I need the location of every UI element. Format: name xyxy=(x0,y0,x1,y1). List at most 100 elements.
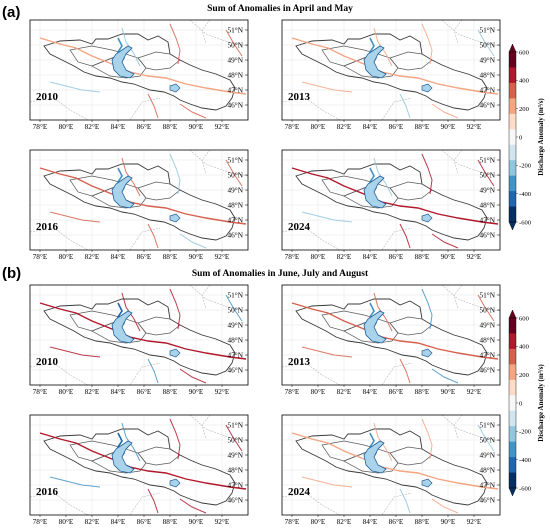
lon-tick-label: 78°E xyxy=(285,252,300,261)
lon-tick-label: 92°E xyxy=(215,517,230,526)
lon-tick-label: 88°E xyxy=(163,252,178,261)
colorbar-label: Discharge Anomaly (m³/s) xyxy=(537,364,545,442)
lon-tick-label: 86°E xyxy=(389,387,404,396)
tributary-river xyxy=(421,23,433,65)
tributary-river xyxy=(477,424,495,452)
lon-tick-label: 82°E xyxy=(337,387,352,396)
lon-tick-label: 86°E xyxy=(137,122,152,131)
border-line xyxy=(441,20,500,47)
lat-tick-label: 47°N xyxy=(480,481,496,490)
lat-tick-label: 50°N xyxy=(480,41,496,50)
border-line xyxy=(381,492,413,515)
lake-small xyxy=(169,478,181,488)
lat-tick-label: 50°N xyxy=(480,436,496,445)
map-frame xyxy=(281,284,501,386)
sub-basin-outline xyxy=(389,316,433,336)
colorbar-tick-label: 600 xyxy=(519,315,530,322)
lat-tick-label: 46°N xyxy=(228,366,244,375)
lon-tick-label: 86°E xyxy=(389,122,404,131)
lake-small xyxy=(421,348,433,358)
tributary-river xyxy=(49,81,101,93)
border-line xyxy=(189,415,248,442)
lat-tick-label: 49°N xyxy=(480,321,496,330)
lat-tick-label: 50°N xyxy=(228,171,244,180)
lat-tick-label: 51°N xyxy=(228,156,244,165)
tributary-river xyxy=(301,476,353,488)
main-river xyxy=(291,167,499,225)
tributary-river xyxy=(301,81,353,93)
tributary-river xyxy=(399,223,411,249)
lon-tick-label: 90°E xyxy=(441,252,456,261)
map-panel-b-2010: 51°N 50°N 49°N 48°N 47°N 46°N 78°E 80°E 82°E 84°E… xyxy=(29,284,249,396)
lake-small xyxy=(421,83,433,93)
tributary-river xyxy=(49,211,101,223)
colorbar-tick-label: 200 xyxy=(519,106,530,113)
lon-tick-label: 84°E xyxy=(111,517,126,526)
border-line xyxy=(441,415,500,442)
lat-tick-label: 46°N xyxy=(228,231,244,240)
map-content xyxy=(282,285,500,385)
border-line xyxy=(441,285,500,312)
map-frame xyxy=(29,284,249,386)
lon-tick-label: 92°E xyxy=(215,387,230,396)
main-river xyxy=(39,167,247,225)
lon-tick-label: 86°E xyxy=(137,517,152,526)
lat-tick-label: 48°N xyxy=(480,71,496,80)
border-line xyxy=(129,227,161,250)
lon-tick-label: 84°E xyxy=(363,122,378,131)
tributary-river xyxy=(225,424,243,452)
sub-basin-outline xyxy=(389,51,433,71)
lon-tick-label: 78°E xyxy=(33,252,48,261)
tributary-river xyxy=(301,346,353,358)
lat-tick-label: 49°N xyxy=(480,186,496,195)
tributary-river xyxy=(179,368,207,384)
colorbar-segment xyxy=(509,426,516,442)
tributary-river xyxy=(431,233,459,249)
lon-tick-label: 82°E xyxy=(337,122,352,131)
map-background xyxy=(282,415,500,515)
lake-small xyxy=(169,348,181,358)
lon-tick-label: 90°E xyxy=(189,517,204,526)
lon-tick-label: 82°E xyxy=(85,517,100,526)
panel-year-label: 2013 xyxy=(288,356,311,368)
lon-tick-label: 86°E xyxy=(389,252,404,261)
lon-tick-label: 80°E xyxy=(311,252,326,261)
lon-tick-label: 92°E xyxy=(467,387,482,396)
lat-tick-label: 50°N xyxy=(480,171,496,180)
lon-tick-label: 84°E xyxy=(111,122,126,131)
lat-tick-label: 46°N xyxy=(480,366,496,375)
main-river xyxy=(39,37,247,95)
map-content xyxy=(282,20,500,120)
map-background xyxy=(282,20,500,120)
lat-tick-label: 46°N xyxy=(228,101,244,110)
colorbar-tick-label: -200 xyxy=(519,163,532,170)
lake-small xyxy=(169,83,181,93)
colorbar-segment xyxy=(509,175,516,192)
lon-tick-label: 88°E xyxy=(415,122,430,131)
tributary-river xyxy=(169,23,181,65)
map-content xyxy=(30,20,248,120)
main-river xyxy=(39,302,247,360)
lon-tick-label: 80°E xyxy=(311,387,326,396)
lat-tick-label: 51°N xyxy=(228,291,244,300)
colorbar-tick-label: -200 xyxy=(519,429,532,436)
lon-tick-label: 88°E xyxy=(163,122,178,131)
lon-tick-label: 92°E xyxy=(215,252,230,261)
sub-basin-outline xyxy=(137,181,181,201)
section-a-title: Sum of Anomalies in April and May xyxy=(207,4,353,14)
border-line xyxy=(453,285,463,310)
map-panel-b-2013: 51°N 50°N 49°N 48°N 47°N 46°N 78°E 80°E 82°E 84°E… xyxy=(281,284,501,396)
lat-tick-label: 49°N xyxy=(480,451,496,460)
colorbar-segment xyxy=(509,160,516,176)
lake xyxy=(363,45,387,79)
colorbar-extend-min xyxy=(508,221,517,231)
lat-tick-label: 50°N xyxy=(228,306,244,315)
colorbars: 600 400 200 0 -200 -400 -600 Discharge Anomaly … xyxy=(508,43,545,497)
tributary-river xyxy=(477,294,495,322)
lat-tick-label: 47°N xyxy=(480,86,496,95)
lon-tick-label: 82°E xyxy=(337,517,352,526)
tributary-river xyxy=(225,159,243,187)
lat-tick-label: 49°N xyxy=(228,451,244,460)
border-line xyxy=(381,362,413,385)
lon-tick-label: 78°E xyxy=(33,122,48,131)
